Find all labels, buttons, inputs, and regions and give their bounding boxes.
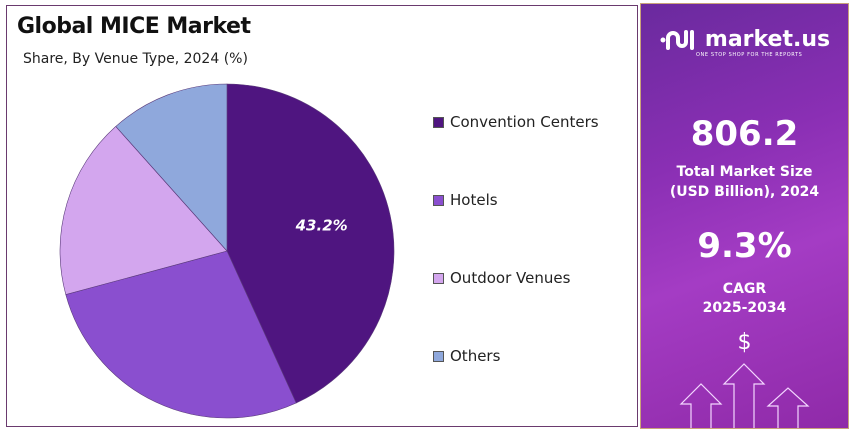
growth-arrows-icon bbox=[679, 363, 810, 428]
pie-chart: 43.2% bbox=[59, 83, 395, 419]
legend-swatch bbox=[433, 194, 444, 206]
legend-label: Outdoor Venues bbox=[450, 269, 571, 287]
pie-slice-others bbox=[115, 83, 228, 252]
pie-slice-convention-centers bbox=[226, 83, 395, 404]
legend-item: Outdoor Venues bbox=[433, 269, 570, 287]
chart-panel: Global MICE Market Share, By Venue Type,… bbox=[6, 5, 638, 427]
brand-name: market.us bbox=[704, 26, 831, 52]
legend-item: Convention Centers bbox=[433, 113, 599, 131]
legend-swatch bbox=[433, 272, 444, 284]
market-size-label-1: Total Market Size bbox=[676, 164, 813, 180]
legend-item: Others bbox=[433, 347, 500, 365]
pie-slice-outdoor-venues bbox=[59, 126, 228, 295]
dollar-icon: $ bbox=[737, 330, 752, 355]
legend-label: Others bbox=[450, 347, 501, 365]
stats-panel: market.us ONE STOP SHOP FOR THE REPORTS … bbox=[640, 3, 849, 429]
legend-label: Convention Centers bbox=[450, 113, 599, 131]
logo-icon bbox=[660, 30, 694, 50]
legend-item: Hotels bbox=[433, 191, 498, 209]
data-label: 43.2% bbox=[295, 216, 348, 234]
market-size-label-2: (USD Billion), 2024 bbox=[669, 184, 820, 200]
chart-title: Global MICE Market bbox=[17, 14, 251, 39]
cagr-value: 9.3% bbox=[697, 226, 792, 266]
logo: market.us bbox=[641, 26, 848, 52]
legend-label: Hotels bbox=[450, 191, 498, 209]
market-size-value: 806.2 bbox=[690, 114, 799, 154]
pie-slice-hotels bbox=[65, 250, 297, 419]
tagline: ONE STOP SHOP FOR THE REPORTS bbox=[696, 52, 803, 58]
cagr-label-1: CAGR bbox=[722, 281, 767, 297]
cagr-label-2: 2025-2034 bbox=[702, 300, 787, 316]
chart-subtitle: Share, By Venue Type, 2024 (%) bbox=[23, 51, 248, 67]
legend-swatch bbox=[433, 350, 444, 362]
legend-swatch bbox=[433, 116, 444, 128]
